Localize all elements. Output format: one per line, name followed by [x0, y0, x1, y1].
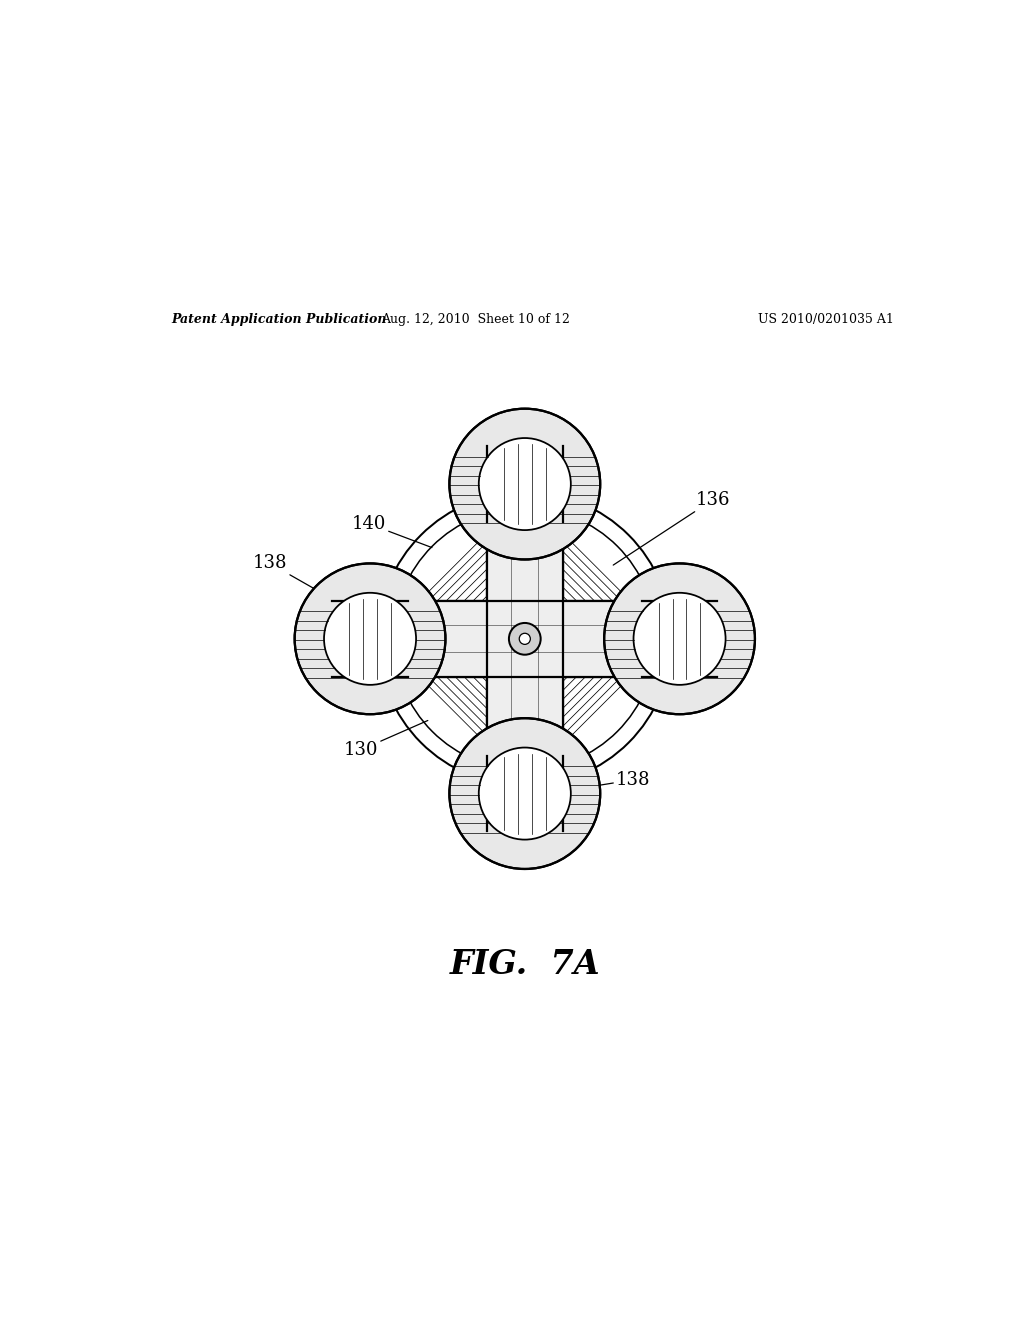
Circle shape [519, 634, 530, 644]
Text: 130: 130 [343, 721, 428, 759]
Text: 140: 140 [351, 515, 432, 548]
Bar [486, 755, 563, 832]
Text: 138: 138 [253, 554, 368, 619]
Bar [332, 601, 409, 677]
Bar [370, 601, 680, 677]
Bar [370, 601, 680, 677]
Text: 138: 138 [551, 771, 650, 793]
Circle shape [634, 593, 726, 685]
Circle shape [604, 564, 755, 714]
Bar [486, 484, 563, 793]
Text: Aug. 12, 2010  Sheet 10 of 12: Aug. 12, 2010 Sheet 10 of 12 [381, 313, 570, 326]
Bar [333, 601, 717, 677]
Bar [486, 484, 563, 793]
Circle shape [295, 564, 445, 714]
Circle shape [479, 747, 570, 840]
Circle shape [295, 564, 445, 714]
Text: FIG.  7A: FIG. 7A [450, 948, 600, 981]
Circle shape [450, 409, 600, 560]
Text: 136: 136 [613, 491, 730, 565]
Text: US 2010/0201035 A1: US 2010/0201035 A1 [758, 313, 894, 326]
Circle shape [479, 438, 570, 531]
Text: Patent Application Publication: Patent Application Publication [172, 313, 387, 326]
Circle shape [324, 593, 416, 685]
Circle shape [450, 718, 600, 869]
Bar [486, 446, 563, 523]
Circle shape [450, 718, 600, 869]
Bar [486, 446, 563, 832]
Circle shape [604, 564, 755, 714]
Circle shape [450, 409, 600, 560]
Circle shape [509, 623, 541, 655]
Bar [641, 601, 718, 677]
